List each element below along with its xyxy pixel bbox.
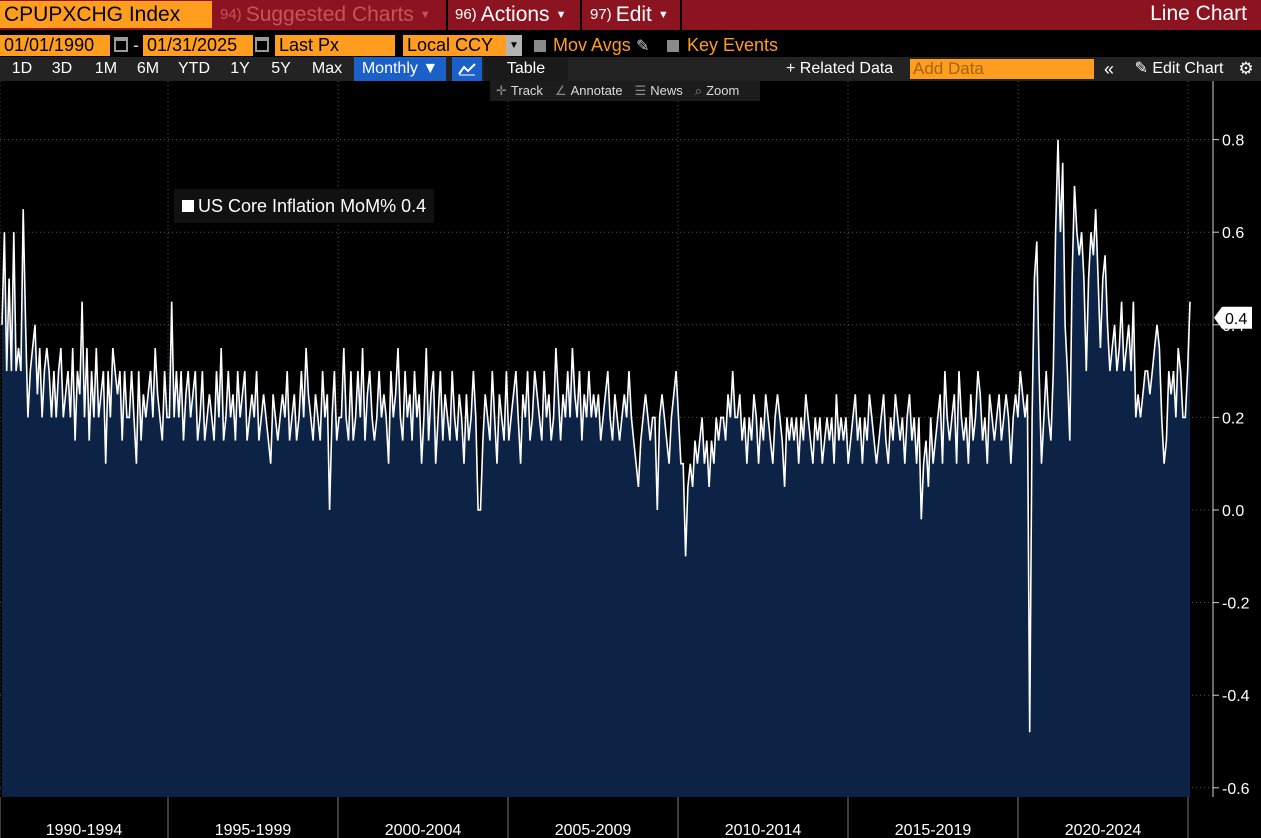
zoom-icon: ⌕ [694, 83, 703, 98]
last-value-label: 0.4 [1225, 311, 1247, 328]
actions-menu[interactable]: 96) Actions ▼ [455, 0, 566, 30]
pencil-icon: ✎ [1134, 60, 1153, 77]
legend-swatch [182, 200, 194, 212]
y-tick-label: -0.6 [1222, 781, 1250, 798]
field-select[interactable]: Last Px [275, 35, 395, 56]
y-tick-label: 0.0 [1222, 503, 1244, 520]
range-6m[interactable]: 6M [136, 60, 160, 77]
chevron-down-icon: ▼ [555, 9, 567, 21]
zoom-tool[interactable]: ⌕ Zoom [689, 81, 746, 101]
currency-select[interactable]: Local CCY [403, 35, 506, 56]
chevron-down-icon: ▼ [657, 9, 669, 21]
ticker-field[interactable]: CPUPXCHG Index [0, 1, 212, 28]
controls-row: 01/01/1990 - 01/31/2025 Last Px Local CC… [0, 33, 1261, 57]
x-axis-ticks: 1990-1994 1995-1999 2000-2004 2005-2009 2010… [0, 797, 1189, 838]
x-tick-label: 2010-2014 [725, 822, 802, 838]
suggested-charts-menu[interactable]: 94) Suggested Charts ▼ [220, 0, 431, 30]
chevron-down-icon[interactable]: ▼ [506, 35, 522, 56]
frequency-select[interactable]: Monthly ▼ [354, 57, 446, 81]
x-tick-label: 2000-2004 [385, 822, 462, 838]
gear-icon[interactable]: ⚙ [1238, 59, 1254, 78]
divider [580, 0, 582, 30]
crosshair-icon: ✛ [496, 83, 507, 98]
annotate-icon: ∠ [554, 83, 567, 98]
y-tick-label: -0.2 [1222, 596, 1250, 613]
y-tick-label: 0.2 [1222, 410, 1244, 427]
mov-avgs-label[interactable]: Mov Avgs [553, 35, 631, 55]
collapse-icon[interactable]: « [1103, 59, 1114, 79]
legend-last-value: 0.4 [401, 196, 427, 216]
calendar-icon[interactable] [114, 37, 128, 52]
table-tab[interactable]: Table [484, 57, 568, 81]
edit-menu[interactable]: 97) Edit ▼ [590, 0, 669, 30]
zoom-label: Zoom [706, 83, 740, 98]
x-tick-label: 2005-2009 [555, 822, 632, 838]
calendar-icon[interactable] [255, 37, 269, 52]
y-tick-label: -0.4 [1222, 688, 1250, 705]
news-icon: ☰ [634, 83, 647, 98]
line-chart-icon[interactable] [452, 57, 482, 81]
range-toolbar: 1D 3D 1M 6M YTD 1Y 5Y Max Monthly ▼ Tabl… [0, 57, 1261, 81]
annotate-label: Annotate [570, 83, 623, 98]
divider [446, 0, 448, 30]
suggested-charts-label: Suggested Charts [245, 3, 414, 26]
actions-number: 96) [455, 6, 477, 23]
mov-avgs-checkbox[interactable] [534, 40, 546, 52]
series-area-fill [2, 139, 1190, 798]
series-line [1, 139, 1191, 733]
range-max[interactable]: Max [311, 60, 343, 77]
track-tool[interactable]: ✛ Track [490, 81, 549, 101]
x-tick-label: 1990-1994 [46, 822, 123, 838]
legend-series-name: US Core Inflation MoM% [198, 196, 397, 216]
chart-tools-bar: ✛ Track ∠ Annotate ☰ News ⌕ Zoom [490, 81, 760, 101]
suggested-charts-number: 94) [220, 6, 242, 23]
start-date-input[interactable]: 01/01/1990 [0, 35, 110, 56]
range-1d[interactable]: 1D [11, 60, 33, 77]
chart-legend[interactable]: US Core Inflation MoM% 0.4 [174, 189, 435, 223]
track-label: Track [510, 83, 543, 98]
chevron-down-icon: ▼ [419, 9, 431, 21]
news-tool[interactable]: ☰ News [629, 81, 689, 101]
x-tick-label: 1995-1999 [215, 822, 292, 838]
edit-chart-button[interactable]: ✎ Edit Chart [1124, 57, 1234, 81]
range-ytd[interactable]: YTD [178, 60, 210, 77]
key-events-label[interactable]: Key Events [687, 35, 779, 55]
add-data-input[interactable]: Add Data [910, 59, 1094, 79]
header-bar: CPUPXCHG Index 94) Suggested Charts ▼ 96… [0, 0, 1261, 30]
related-data-button[interactable]: + Related Data [786, 60, 894, 77]
news-label: News [650, 83, 683, 98]
x-tick-label: 2020-2024 [1065, 822, 1142, 838]
date-separator: - [133, 35, 139, 55]
range-1m[interactable]: 1M [94, 60, 118, 77]
annotate-tool[interactable]: ∠ Annotate [549, 81, 629, 101]
range-3d[interactable]: 3D [51, 60, 73, 77]
range-5y[interactable]: 5Y [271, 60, 291, 77]
pencil-icon[interactable]: ✎ [636, 38, 650, 55]
y-tick-label: 0.6 [1222, 225, 1244, 242]
edit-chart-label: Edit Chart [1152, 60, 1224, 77]
chart-kind-label: Line Chart [1150, 2, 1247, 25]
end-date-input[interactable]: 01/31/2025 [143, 35, 253, 56]
key-events-checkbox[interactable] [667, 40, 679, 52]
edit-number: 97) [590, 6, 612, 23]
divider [680, 0, 682, 30]
last-value-marker: 0.4 [1214, 306, 1252, 329]
y-tick-label: 0.8 [1222, 133, 1244, 150]
actions-label: Actions [480, 3, 550, 26]
range-1y[interactable]: 1Y [230, 60, 250, 77]
edit-label: Edit [615, 3, 652, 26]
x-tick-label: 2015-2019 [895, 822, 972, 838]
